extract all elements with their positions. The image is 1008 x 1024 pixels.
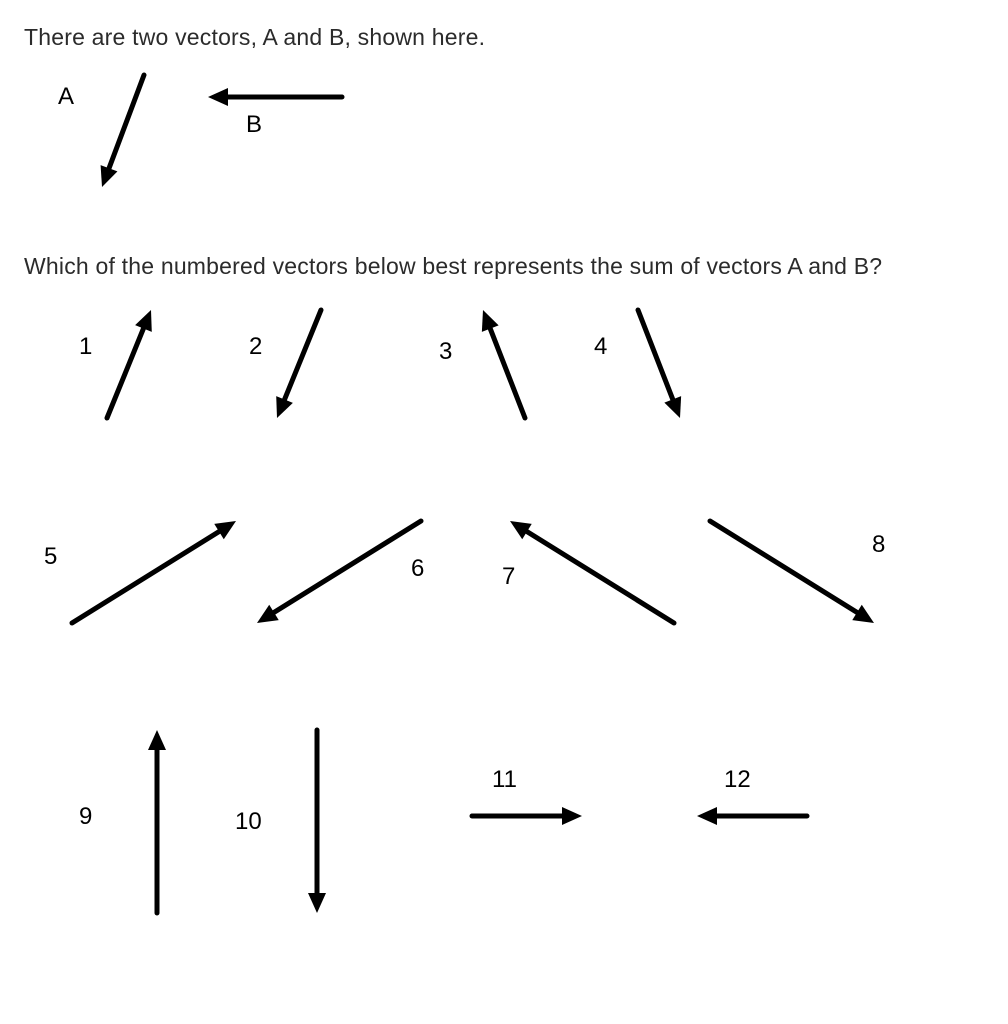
reference-vector-b: B — [174, 73, 374, 153]
option-vector-4: 4 — [594, 298, 714, 438]
option-vector-12: 12 — [639, 708, 839, 868]
option-vector-3-label: 3 — [439, 338, 452, 366]
option-vector-6-arrow-icon — [239, 503, 464, 643]
option-vector-7-arrow-icon — [492, 503, 692, 643]
option-vector-1-arrow-icon — [79, 298, 199, 438]
option-vector-9: 9 — [89, 708, 229, 928]
option-vector-5: 5 — [54, 503, 254, 643]
option-vector-8-label: 8 — [872, 531, 885, 559]
reference-vector-b-label: B — [246, 111, 262, 139]
reference-vector-a: A — [44, 63, 164, 213]
option-vector-10-arrow-icon — [249, 708, 389, 928]
option-vector-2: 2 — [249, 298, 369, 438]
option-vector-6: 6 — [239, 503, 464, 643]
option-vector-10-label: 10 — [235, 808, 262, 836]
option-vector-7-label: 7 — [502, 563, 515, 591]
option-vector-1-label: 1 — [79, 333, 92, 361]
option-vector-5-label: 5 — [44, 543, 57, 571]
options-area: 123456789101112 — [24, 288, 984, 988]
option-vector-9-arrow-icon — [89, 708, 229, 928]
reference-vector-b-arrow-icon — [174, 73, 374, 153]
option-vector-8: 8 — [692, 503, 912, 643]
option-vector-8-arrow-icon — [692, 503, 912, 643]
option-vector-4-arrow-icon — [594, 298, 714, 438]
option-vector-2-label: 2 — [249, 333, 262, 361]
option-vector-12-label: 12 — [724, 766, 751, 794]
intro-text: There are two vectors, A and B, shown he… — [24, 24, 984, 51]
option-vector-9-label: 9 — [79, 803, 92, 831]
option-vector-11-arrow-icon — [454, 708, 634, 868]
reference-vectors-area: AB — [24, 63, 984, 243]
option-vector-10: 10 — [249, 708, 389, 928]
option-vector-4-label: 4 — [594, 333, 607, 361]
option-vector-5-arrow-icon — [54, 503, 254, 643]
option-vector-3-arrow-icon — [439, 298, 559, 438]
option-vector-11-label: 11 — [492, 766, 517, 794]
option-vector-1: 1 — [79, 298, 199, 438]
option-vector-2-arrow-icon — [249, 298, 369, 438]
option-vector-11: 11 — [454, 708, 634, 868]
option-vector-7: 7 — [492, 503, 692, 643]
option-vector-6-label: 6 — [411, 555, 424, 583]
option-vector-3: 3 — [439, 298, 559, 438]
question-text: Which of the numbered vectors below best… — [24, 253, 984, 280]
reference-vector-a-label: A — [58, 83, 74, 111]
